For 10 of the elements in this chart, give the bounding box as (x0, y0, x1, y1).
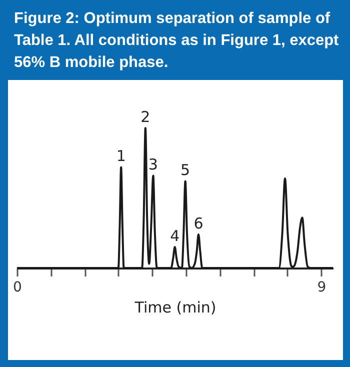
chart-title: Figure 2: Optimum separation of sample of Table 1. All conditions as in Figure 1, except 56% B mobile phase. (14, 9, 340, 73)
x-tick-label: 9 (317, 280, 326, 296)
annotation: 1 (116, 147, 126, 166)
annotation: 4 (170, 227, 180, 245)
x-axis-title: Time (min) (134, 298, 216, 316)
annotation: 3 (148, 156, 158, 174)
annotation: 2 (140, 108, 150, 126)
annotation: 5 (180, 161, 190, 180)
annotation: 6 (194, 214, 204, 232)
x-tick-label: 0 (13, 280, 22, 296)
